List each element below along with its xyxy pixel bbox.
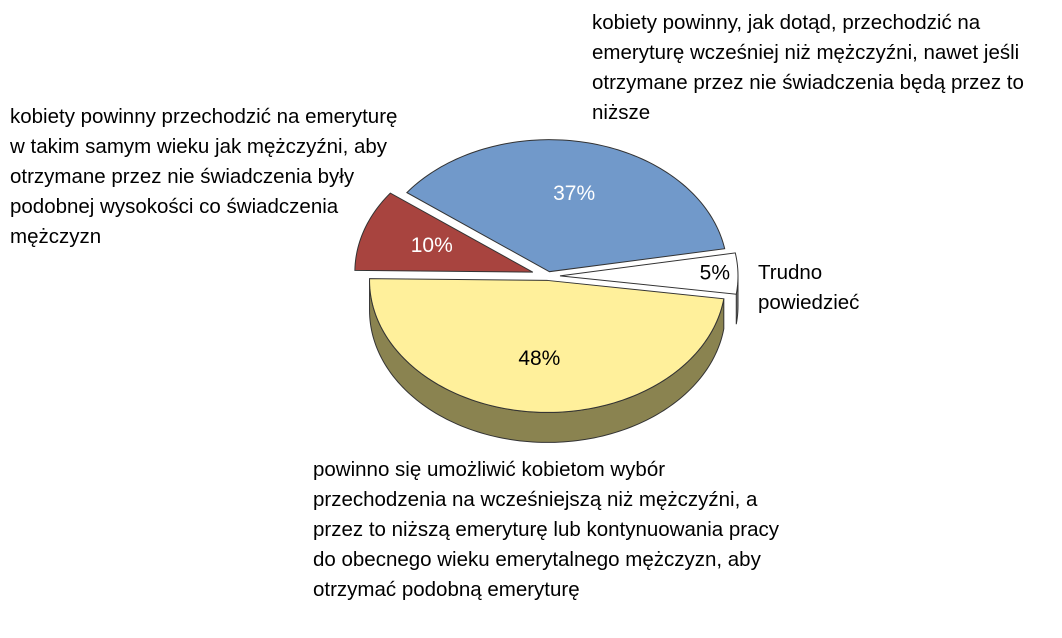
pie-slice — [369, 278, 725, 413]
category-label: powinno się umożliwić kobietom wybór prz… — [313, 458, 780, 601]
data-label: 10% — [411, 234, 453, 257]
data-label: 37% — [553, 182, 595, 205]
category-label: kobiety powinny, jak dotąd, przechodzić … — [592, 11, 1024, 124]
category-label: kobiety powinny przechodzić na emeryturę… — [10, 105, 398, 248]
data-label: 5% — [700, 261, 730, 284]
pie-slice — [559, 252, 739, 295]
pie-slice — [406, 139, 726, 273]
category-label: Trudno powiedzieć — [758, 261, 860, 314]
pie-slice — [354, 192, 534, 273]
data-label: 48% — [518, 347, 560, 370]
